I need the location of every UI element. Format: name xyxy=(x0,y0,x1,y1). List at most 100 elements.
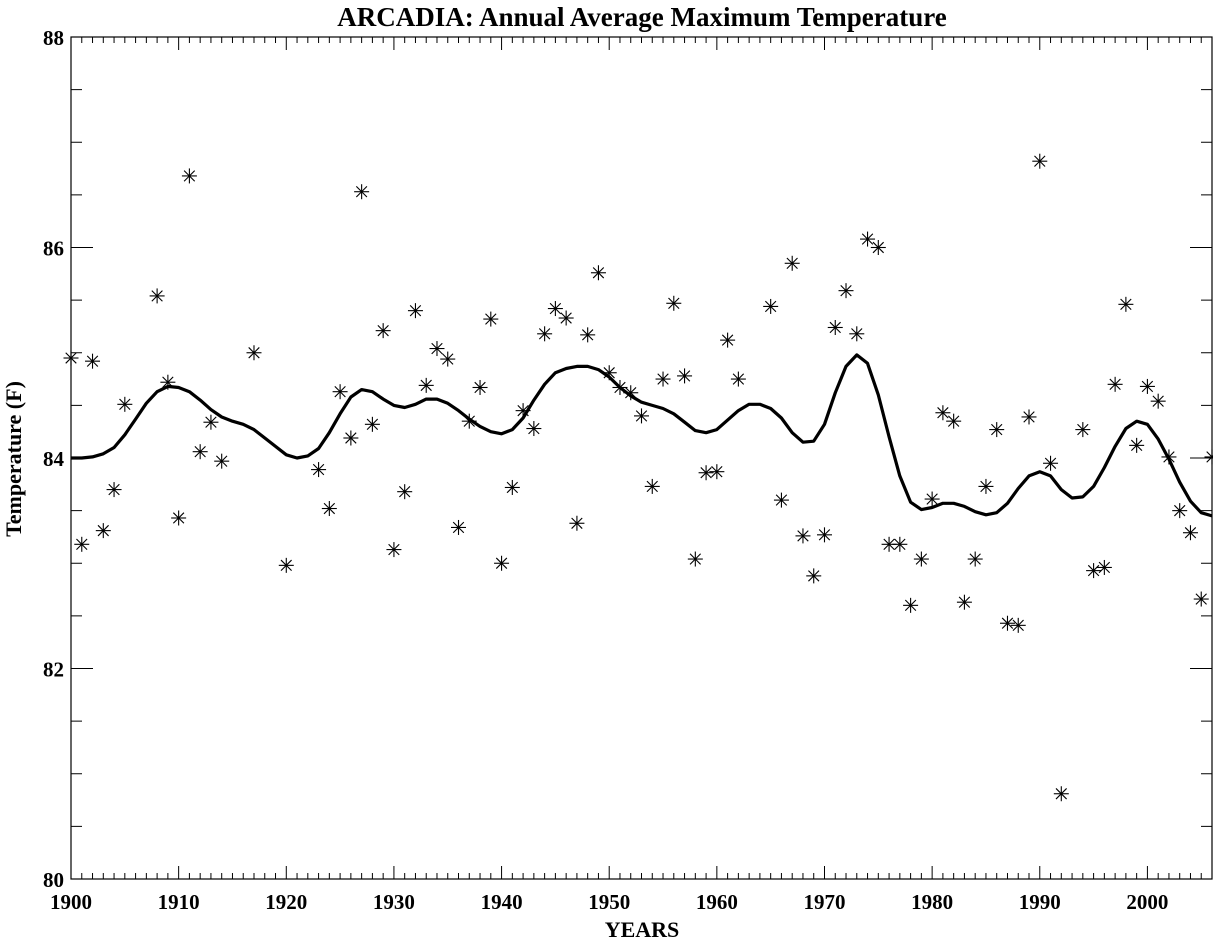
data-point xyxy=(181,168,197,184)
x-tick-label: 1940 xyxy=(481,890,523,914)
data-point xyxy=(1161,449,1177,465)
y-tick-label: 84 xyxy=(43,447,65,471)
data-point xyxy=(1172,503,1188,519)
tick-labels: 1900 1910 1920 1930 1940 1950 1960 1970 1980 1990… xyxy=(43,26,1168,914)
data-point xyxy=(494,555,510,571)
data-point xyxy=(1053,786,1069,802)
data-point xyxy=(1193,591,1209,607)
data-point xyxy=(999,615,1015,631)
data-point xyxy=(816,527,832,543)
data-point xyxy=(978,478,994,494)
data-point xyxy=(74,536,90,552)
plot-frame xyxy=(70,36,1213,880)
data-point xyxy=(160,374,176,390)
data-point xyxy=(946,413,962,429)
smoothed-line-layer xyxy=(71,353,1213,518)
data-point xyxy=(354,184,370,200)
data-point xyxy=(806,568,822,584)
x-tick-label: 1990 xyxy=(1019,890,1061,914)
data-point xyxy=(149,288,165,304)
data-point xyxy=(537,326,553,342)
smoothed-trend-line xyxy=(71,353,1213,518)
data-point xyxy=(967,551,983,567)
data-point xyxy=(580,327,596,343)
x-tick-label: 1920 xyxy=(265,890,307,914)
data-point xyxy=(343,430,359,446)
data-point xyxy=(720,332,736,348)
x-tick-label: 1970 xyxy=(803,890,845,914)
data-point xyxy=(666,295,682,311)
data-point xyxy=(1021,409,1037,425)
data-point xyxy=(418,377,434,393)
data-point xyxy=(504,479,520,495)
data-point xyxy=(1204,449,1213,465)
data-point xyxy=(117,396,133,412)
data-point xyxy=(1096,559,1112,575)
data-point xyxy=(95,523,111,539)
x-tick-label: 1910 xyxy=(158,890,200,914)
data-point xyxy=(1010,617,1026,633)
data-point xyxy=(1032,153,1048,169)
data-point xyxy=(1107,376,1123,392)
data-point xyxy=(85,353,101,369)
data-point xyxy=(730,371,746,387)
data-point xyxy=(1118,296,1134,312)
data-point xyxy=(634,408,649,424)
data-point xyxy=(558,310,574,326)
x-tick-label: 1960 xyxy=(696,890,738,914)
data-point xyxy=(278,557,294,573)
data-point xyxy=(364,416,380,432)
data-point xyxy=(763,298,779,314)
data-point xyxy=(1129,437,1145,453)
x-tick-label: 1930 xyxy=(373,890,415,914)
data-point xyxy=(698,465,714,481)
data-point xyxy=(677,368,693,384)
data-points-layer xyxy=(63,153,1213,802)
data-point xyxy=(623,385,639,401)
data-point xyxy=(913,551,929,567)
data-point xyxy=(590,265,606,281)
data-point xyxy=(903,597,919,613)
y-tick-label: 82 xyxy=(43,658,64,682)
data-point xyxy=(246,345,262,361)
data-point xyxy=(461,413,477,429)
data-point xyxy=(773,492,789,508)
data-point xyxy=(795,528,811,544)
y-tick-label: 88 xyxy=(43,26,64,50)
data-point xyxy=(526,421,542,437)
data-point xyxy=(1043,455,1059,471)
data-point xyxy=(515,403,531,419)
chart-title: ARCADIA: Annual Average Maximum Temperat… xyxy=(337,2,946,32)
data-point xyxy=(655,371,671,387)
x-tick-label: 2000 xyxy=(1126,890,1168,914)
data-point xyxy=(1139,378,1155,394)
data-point xyxy=(1182,525,1198,541)
data-point xyxy=(860,231,876,247)
data-point xyxy=(203,414,219,430)
data-point xyxy=(870,240,886,255)
data-point xyxy=(440,351,456,367)
data-point xyxy=(827,319,843,335)
data-point xyxy=(569,515,585,531)
data-point xyxy=(784,255,800,271)
data-point xyxy=(397,484,413,500)
data-point xyxy=(687,551,703,567)
data-point xyxy=(1086,563,1102,579)
data-point xyxy=(644,478,660,494)
data-point xyxy=(429,341,445,357)
data-point xyxy=(63,350,79,366)
data-point xyxy=(849,326,865,342)
data-point xyxy=(332,384,348,400)
data-point xyxy=(956,594,972,610)
data-point xyxy=(386,542,402,558)
data-point xyxy=(106,482,122,498)
data-point xyxy=(451,519,467,535)
data-point xyxy=(601,365,617,381)
data-point xyxy=(612,379,628,395)
data-point xyxy=(472,379,488,395)
data-point xyxy=(192,444,208,460)
x-axis-title: YEARS xyxy=(605,917,680,942)
x-tick-label: 1950 xyxy=(588,890,630,914)
y-axis-title: Temperature (F) xyxy=(1,381,26,537)
